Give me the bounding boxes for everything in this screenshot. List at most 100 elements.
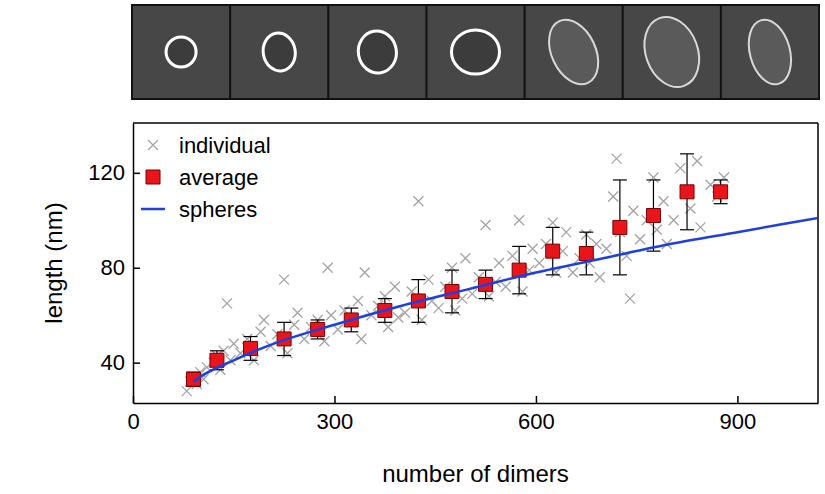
error-bar-cap <box>714 203 728 204</box>
legend-label: average <box>179 165 259 190</box>
individual-point <box>356 334 366 344</box>
x-tick-label: 0 <box>127 409 139 434</box>
image-panel <box>722 6 818 98</box>
individual-point <box>434 303 444 313</box>
error-bar-cap <box>646 179 660 180</box>
x-axis-line <box>134 403 819 405</box>
legend-label: individual <box>179 133 271 158</box>
vesicle-outline <box>166 37 196 67</box>
individual-point <box>222 298 232 308</box>
image-strip <box>131 4 820 100</box>
y-tick: 120 <box>88 160 140 185</box>
y-tick-mark <box>133 267 140 269</box>
legend-label: spheres <box>179 197 257 222</box>
x-tick-label: 900 <box>720 409 757 434</box>
vesicle-outline <box>742 15 798 89</box>
individual-point <box>413 196 423 206</box>
x-tick-mark <box>536 396 538 403</box>
error-bar-cap <box>579 274 593 275</box>
error-bar-cap <box>378 322 392 323</box>
error-bar-cap <box>344 307 358 308</box>
y-tick-label: 80 <box>101 255 125 280</box>
plot-frame-top <box>133 122 818 124</box>
individual-point <box>494 258 504 268</box>
individual-point <box>460 253 470 263</box>
error-bar-cap <box>512 246 526 247</box>
average-point <box>646 209 660 223</box>
error-bar-cap <box>479 298 493 299</box>
x-axis-title: number of dimers <box>382 460 569 487</box>
individual-point <box>279 275 289 285</box>
error-bar-cap <box>613 179 627 180</box>
error-bar-cap <box>244 336 258 337</box>
y-tick-label: 40 <box>101 350 125 375</box>
individual-point <box>561 227 571 237</box>
image-panel <box>231 6 327 98</box>
individual-point <box>360 267 370 277</box>
error-bar-cap <box>277 322 291 323</box>
error-bar-cap <box>210 350 224 351</box>
y-axis-title: length (nm) <box>40 202 67 323</box>
individual-point <box>534 258 544 268</box>
y-tick-mark <box>133 173 140 175</box>
average-point <box>714 185 728 199</box>
x-tick-mark <box>334 396 336 403</box>
legend-line <box>141 208 165 211</box>
individual-point <box>514 215 524 225</box>
chart: 0 300 600 900 40 80 120 number of dimers length … <box>0 0 825 494</box>
individual-point <box>289 320 299 330</box>
image-strip-frame <box>131 4 820 100</box>
error-bar <box>244 337 258 361</box>
individual-point <box>293 308 303 318</box>
y-tick-mark <box>133 362 140 364</box>
individual-point <box>692 156 702 166</box>
error-bar-cap <box>680 229 694 230</box>
error-bar-cap <box>311 319 325 320</box>
individual-point <box>390 282 400 292</box>
individual-point <box>601 244 611 254</box>
legend: individual average spheres <box>141 133 271 222</box>
average-point <box>546 244 560 258</box>
individual-point <box>393 313 403 323</box>
x-axis: 0 300 600 900 <box>127 396 818 434</box>
y-axis-line <box>133 124 135 404</box>
error-bar-cap <box>311 338 325 339</box>
y-tick-label: 120 <box>88 160 125 185</box>
individual-point <box>501 282 511 292</box>
individual-point <box>319 336 329 346</box>
x-tick: 900 <box>720 396 757 434</box>
image-panel <box>133 6 229 98</box>
error-bar-cap <box>244 360 258 361</box>
individual-point <box>675 163 685 173</box>
error-bar-cap <box>479 270 493 271</box>
x-tick-label: 300 <box>317 409 354 434</box>
error-bar <box>680 154 694 230</box>
vesicle-outline <box>452 30 500 74</box>
individual-point <box>695 222 705 232</box>
legend-marker <box>146 170 160 184</box>
error-bar <box>579 232 593 275</box>
y-axis: 40 80 120 <box>88 124 140 404</box>
sphere-line <box>193 218 818 382</box>
error-bar-cap <box>445 270 459 271</box>
x-tick: 600 <box>518 396 555 434</box>
individual-point <box>568 267 578 277</box>
individual-point <box>635 234 645 244</box>
individual-point <box>229 339 239 349</box>
x-tick-mark <box>737 396 739 403</box>
individual-point <box>528 244 538 254</box>
individual-point <box>548 218 558 228</box>
average-point <box>613 220 627 234</box>
error-bar-cap <box>411 279 425 280</box>
vesicle-outline <box>355 28 400 76</box>
error-bar-cap <box>579 232 593 233</box>
individual-point <box>669 215 679 225</box>
error-bar-cap <box>546 274 560 275</box>
individual-point <box>256 327 266 337</box>
vesicle-outline <box>635 9 708 94</box>
individual-point <box>481 220 491 230</box>
y-tick: 80 <box>101 255 140 280</box>
individual-point <box>595 272 605 282</box>
average-point <box>680 185 694 199</box>
individual-point <box>628 206 638 216</box>
